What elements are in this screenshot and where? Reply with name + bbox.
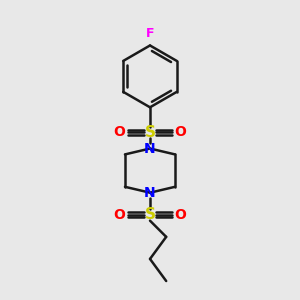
- Text: F: F: [146, 27, 154, 40]
- Text: N: N: [144, 186, 156, 200]
- Text: O: O: [114, 125, 126, 139]
- Text: N: N: [144, 142, 156, 155]
- Text: O: O: [174, 208, 186, 222]
- Text: S: S: [145, 207, 155, 222]
- Text: O: O: [114, 208, 126, 222]
- Text: O: O: [174, 125, 186, 139]
- Text: S: S: [145, 125, 155, 140]
